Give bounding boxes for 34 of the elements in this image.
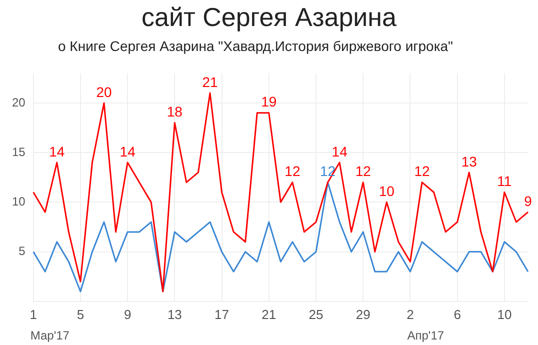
- data-label: 19: [261, 94, 277, 110]
- x-tick-label: 13: [167, 306, 182, 322]
- y-tick-label: 15: [12, 144, 26, 159]
- data-label: 12: [355, 163, 372, 180]
- x-tick-label: 21: [262, 306, 276, 322]
- x-tick-label: 2: [406, 306, 414, 322]
- y-tick-label: 10: [12, 194, 26, 208]
- y-tick-label: 20: [12, 95, 26, 110]
- x-tick-label: 10: [497, 306, 512, 322]
- data-label: 12: [320, 163, 336, 180]
- x-tick-label: 6: [454, 306, 461, 322]
- chart-title: сайт Сергея Азарина: [140, 2, 398, 33]
- text: Апр'17: [407, 328, 444, 342]
- text: Мар'17: [30, 328, 70, 342]
- data-label: 9: [524, 192, 532, 209]
- x-tick-label: 1: [30, 306, 37, 322]
- x-tick-label: 29: [356, 306, 370, 322]
- data-label: 12: [414, 163, 430, 180]
- data-label: 13: [461, 153, 478, 170]
- data-label: 14: [49, 143, 65, 160]
- chart-subtitle: о Книге Сергея Азарина "Хавард.История биржевого игрока": [58, 38, 454, 54]
- data-label: 21: [202, 74, 218, 90]
- data-label: 11: [497, 173, 512, 190]
- data-label: 14: [332, 143, 348, 160]
- x-tick-label: 5: [76, 306, 84, 322]
- x-tick-label: 17: [214, 306, 230, 322]
- x-tick-label: 9: [124, 306, 132, 322]
- y-tick-label: 5: [18, 244, 26, 258]
- data-label: 10: [378, 183, 395, 200]
- data-label: 14: [120, 143, 136, 160]
- data-label: 18: [166, 104, 183, 120]
- data-label: 12: [284, 163, 300, 180]
- data-label: 20: [96, 84, 112, 100]
- x-tick-label: 25: [308, 306, 324, 322]
